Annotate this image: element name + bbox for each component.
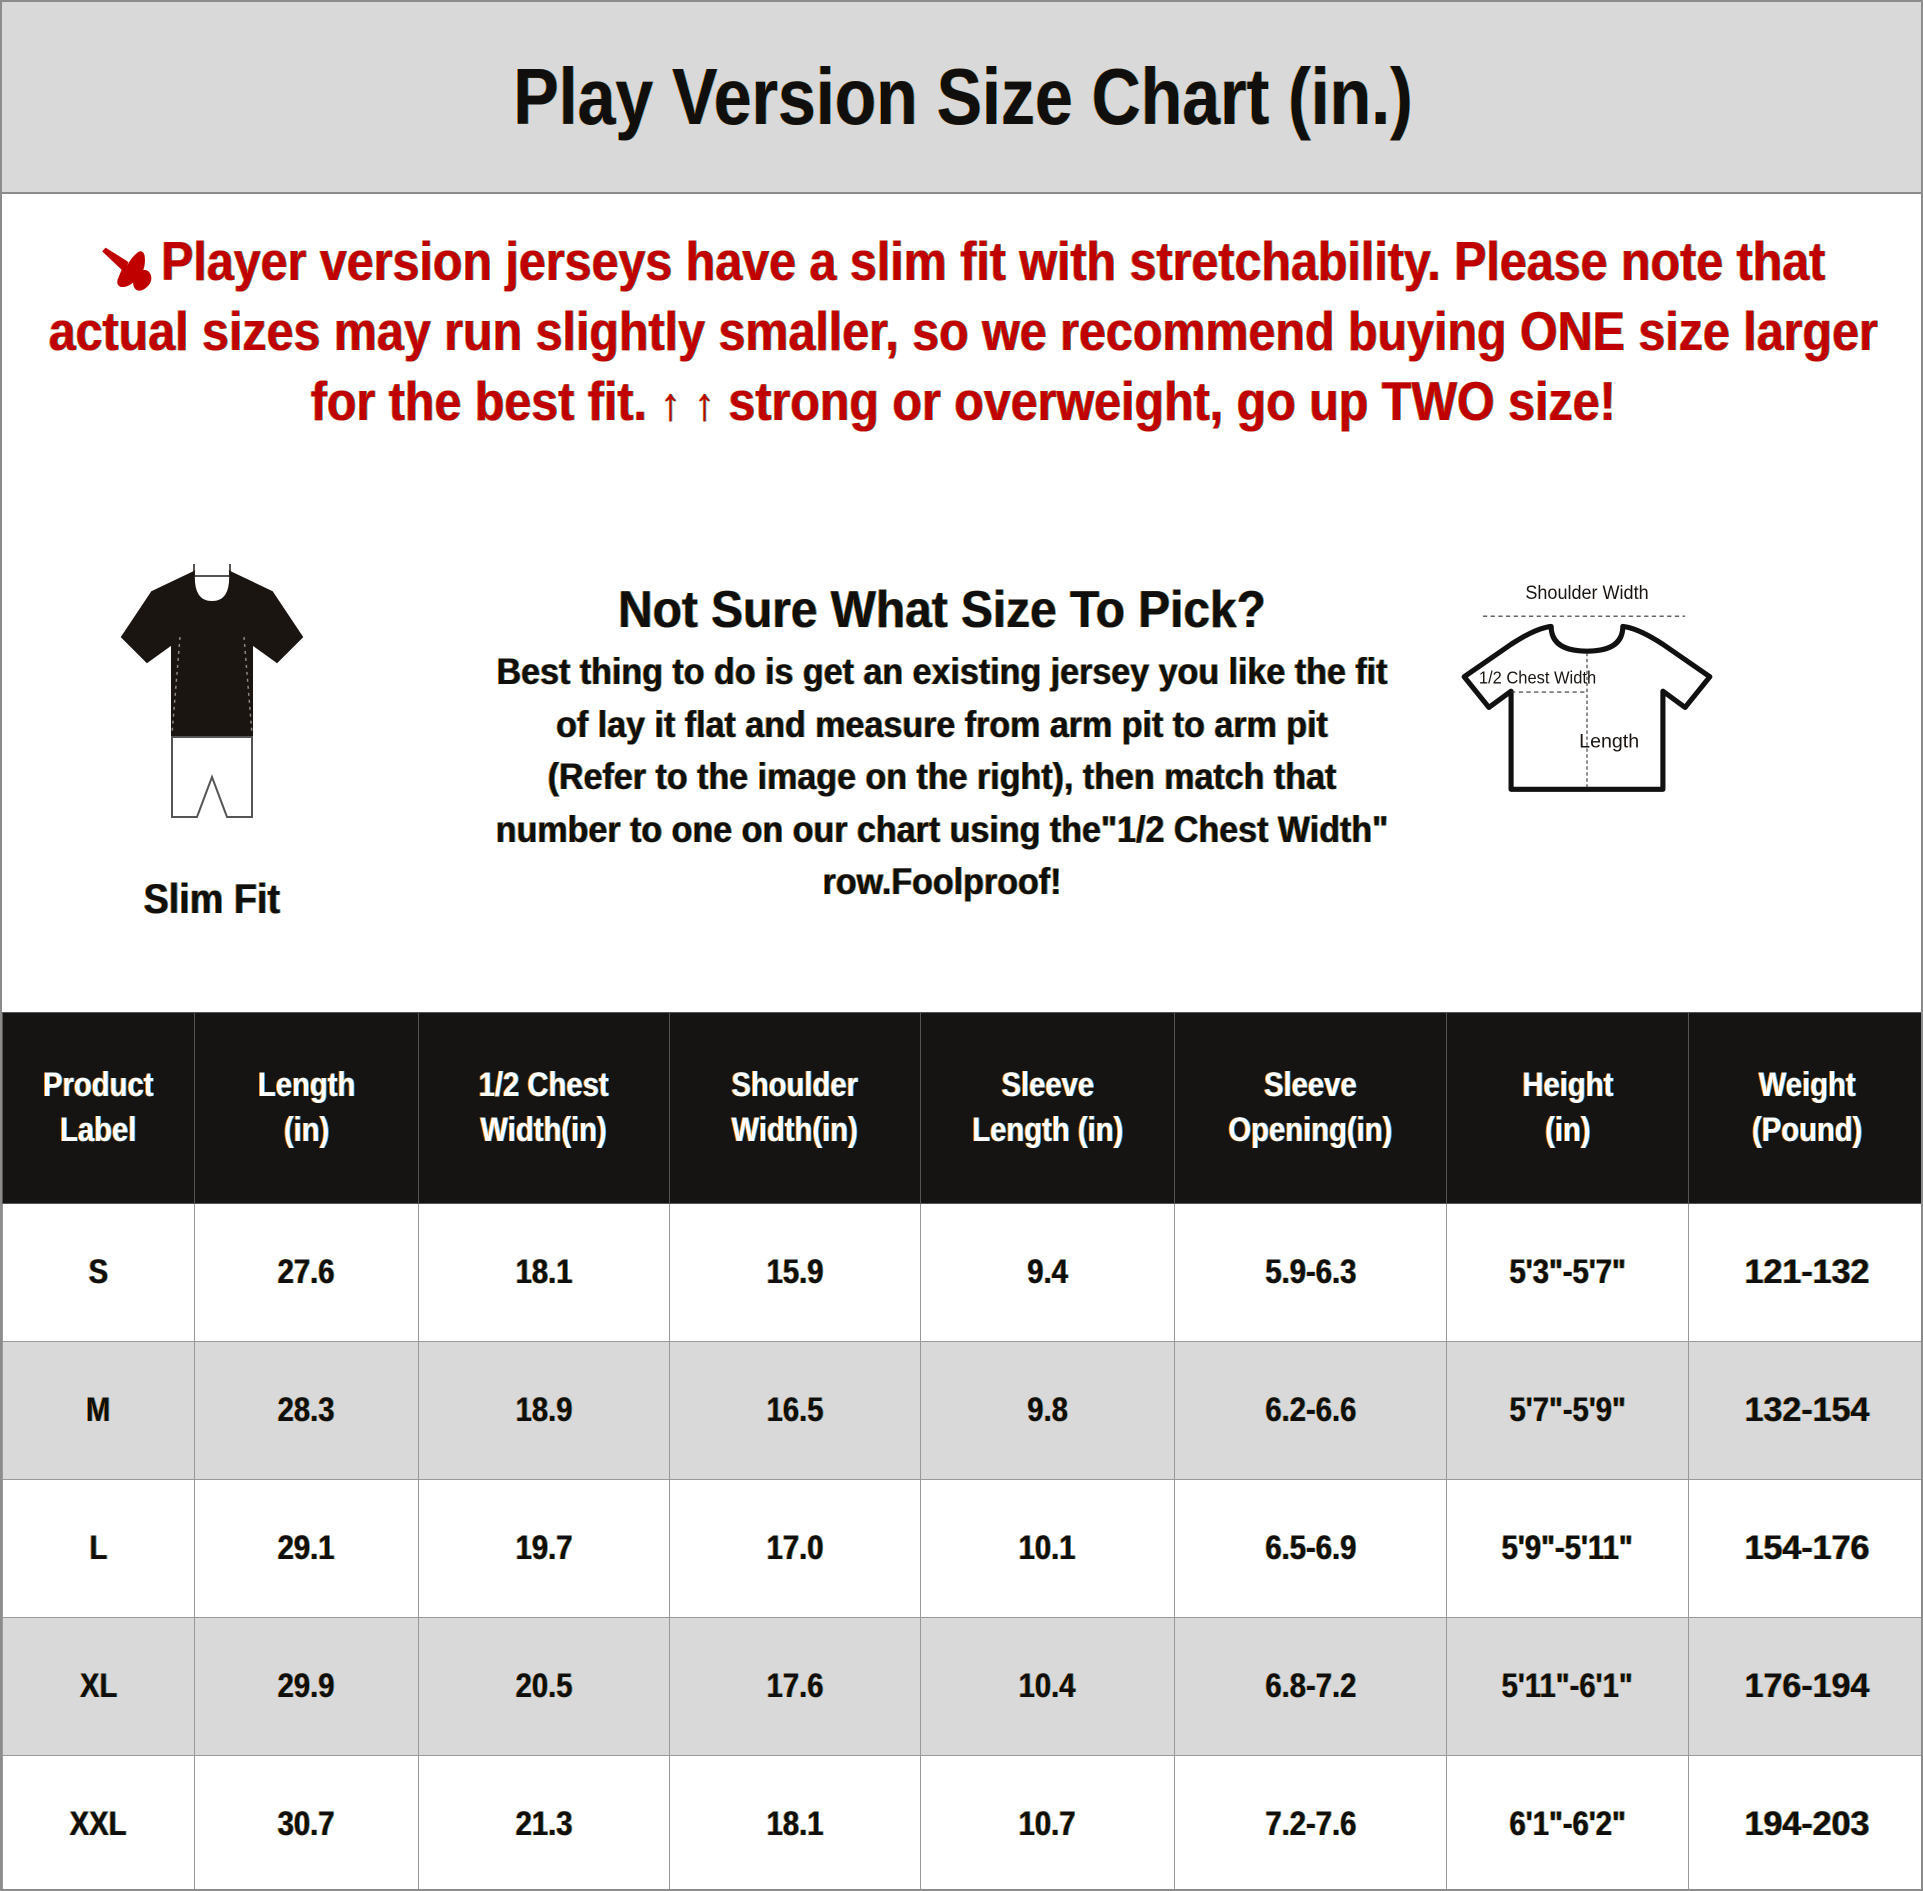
svg-text:Length: Length	[1579, 731, 1639, 753]
svg-text:1/2 Chest Width: 1/2 Chest Width	[1479, 667, 1596, 688]
svg-text:Shoulder Width: Shoulder Width	[1525, 581, 1648, 603]
